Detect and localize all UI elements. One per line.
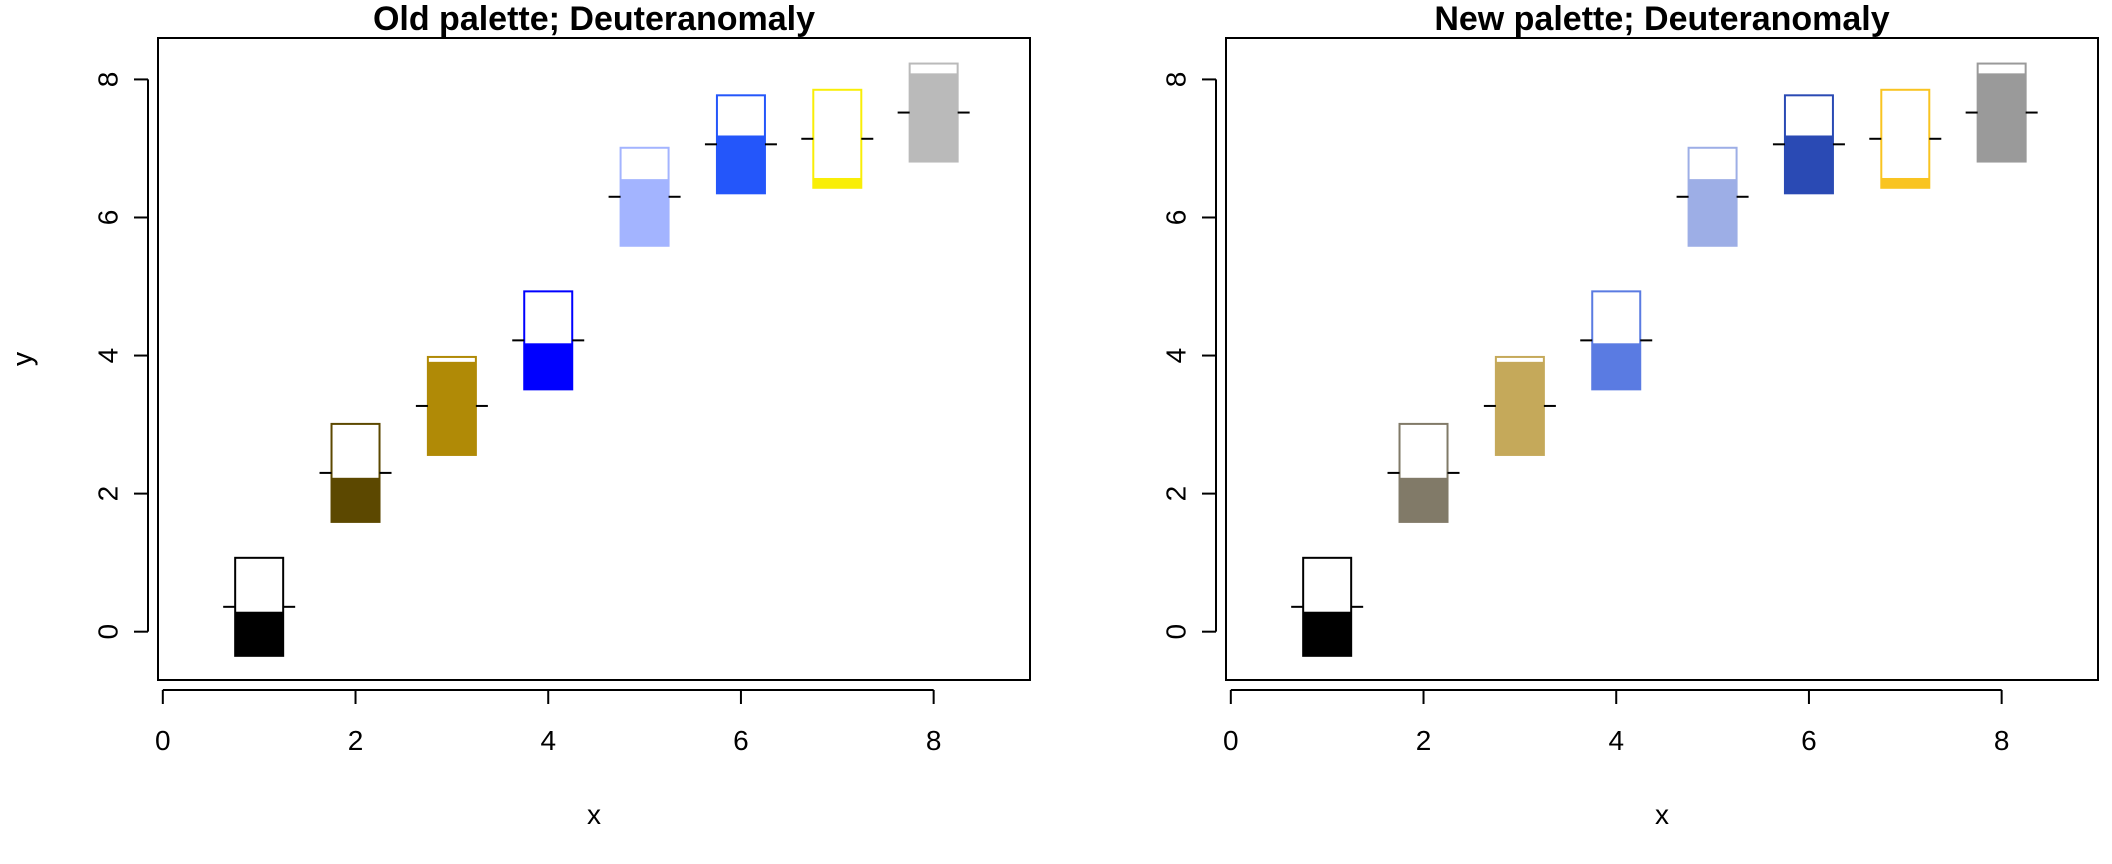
y-tick-label: 2 <box>92 486 123 502</box>
thermometer-fill <box>1399 477 1448 522</box>
thermometer-fill <box>331 477 380 522</box>
thermometer-point-6 <box>704 94 777 195</box>
y-tick-label: 0 <box>92 624 123 640</box>
thermometer-fill <box>1881 177 1930 188</box>
thermometer-fill <box>524 343 573 390</box>
y-tick-label: 0 <box>1160 624 1191 640</box>
x-tick-label: 6 <box>1801 725 1817 756</box>
thermometer-fill <box>813 177 862 188</box>
thermometer-fill <box>1592 343 1641 390</box>
thermometer-fill <box>1303 611 1352 656</box>
plot-frame <box>157 37 1031 681</box>
chart-title: Old palette; Deuteranomaly <box>373 0 815 38</box>
y-tick-label: 4 <box>1160 348 1191 364</box>
y-tick-label: 4 <box>92 348 123 364</box>
y-tick-label: 6 <box>1160 210 1191 226</box>
thermometer-fill <box>1784 135 1833 194</box>
thermometer-point-2 <box>319 422 392 523</box>
thermometer-point-4 <box>1580 290 1653 391</box>
thermometer-point-2 <box>1387 422 1460 523</box>
y-axis-label: y <box>6 352 37 366</box>
thermometer-fill <box>716 135 765 194</box>
x-tick-label: 4 <box>540 725 556 756</box>
thermometer-point-6 <box>1772 94 1845 195</box>
thermometer-outline <box>812 88 863 189</box>
y-tick-label: 2 <box>1160 486 1191 502</box>
x-tick-label: 0 <box>1223 725 1239 756</box>
x-tick-label: 0 <box>155 725 171 756</box>
thermometer-point-1 <box>223 556 296 657</box>
thermometer-fill <box>620 179 669 246</box>
y-axis-label: y <box>6 352 37 366</box>
thermometer-fill <box>427 361 476 455</box>
plot-frame <box>1225 37 2099 681</box>
thermometer-fill <box>909 73 958 162</box>
plot-panel-1: Old palette; Deuteranomaly 0 2 4 6 8 x 0 2 4 6 8 y <box>6 0 1031 830</box>
x-axis-label: x <box>587 799 601 830</box>
x-tick-label: 8 <box>1994 725 2010 756</box>
plot-panel-2: New palette; Deuteranomaly 0 2 4 6 8 x 0 2 4 6 8 y <box>6 0 2099 830</box>
thermometer-point-5 <box>608 146 681 247</box>
thermometer-fill <box>1688 179 1737 246</box>
thermometer-point-3 <box>1483 355 1556 456</box>
x-tick-label: 8 <box>926 725 942 756</box>
thermometer-point-7 <box>801 88 874 189</box>
thermometer-fill <box>235 611 284 656</box>
thermometer-fill <box>1495 361 1544 455</box>
x-tick-label: 2 <box>1416 725 1432 756</box>
x-tick-label: 4 <box>1608 725 1624 756</box>
thermometer-point-5 <box>1676 146 1749 247</box>
thermometer-point-8 <box>897 62 970 163</box>
x-axis-label: x <box>1655 799 1669 830</box>
thermometer-point-8 <box>1965 62 2038 163</box>
thermometer-point-3 <box>415 355 488 456</box>
chart-title: New palette; Deuteranomaly <box>1434 0 1889 38</box>
thermometer-fill <box>1977 73 2026 162</box>
thermometer-point-4 <box>512 290 585 391</box>
x-tick-label: 2 <box>348 725 364 756</box>
y-tick-label: 6 <box>92 210 123 226</box>
y-tick-label: 8 <box>92 72 123 88</box>
thermometer-point-1 <box>1291 556 1364 657</box>
x-tick-label: 6 <box>733 725 749 756</box>
y-tick-label: 8 <box>1160 72 1191 88</box>
thermometer-point-7 <box>1869 88 1942 189</box>
thermometer-outline <box>1880 88 1931 189</box>
